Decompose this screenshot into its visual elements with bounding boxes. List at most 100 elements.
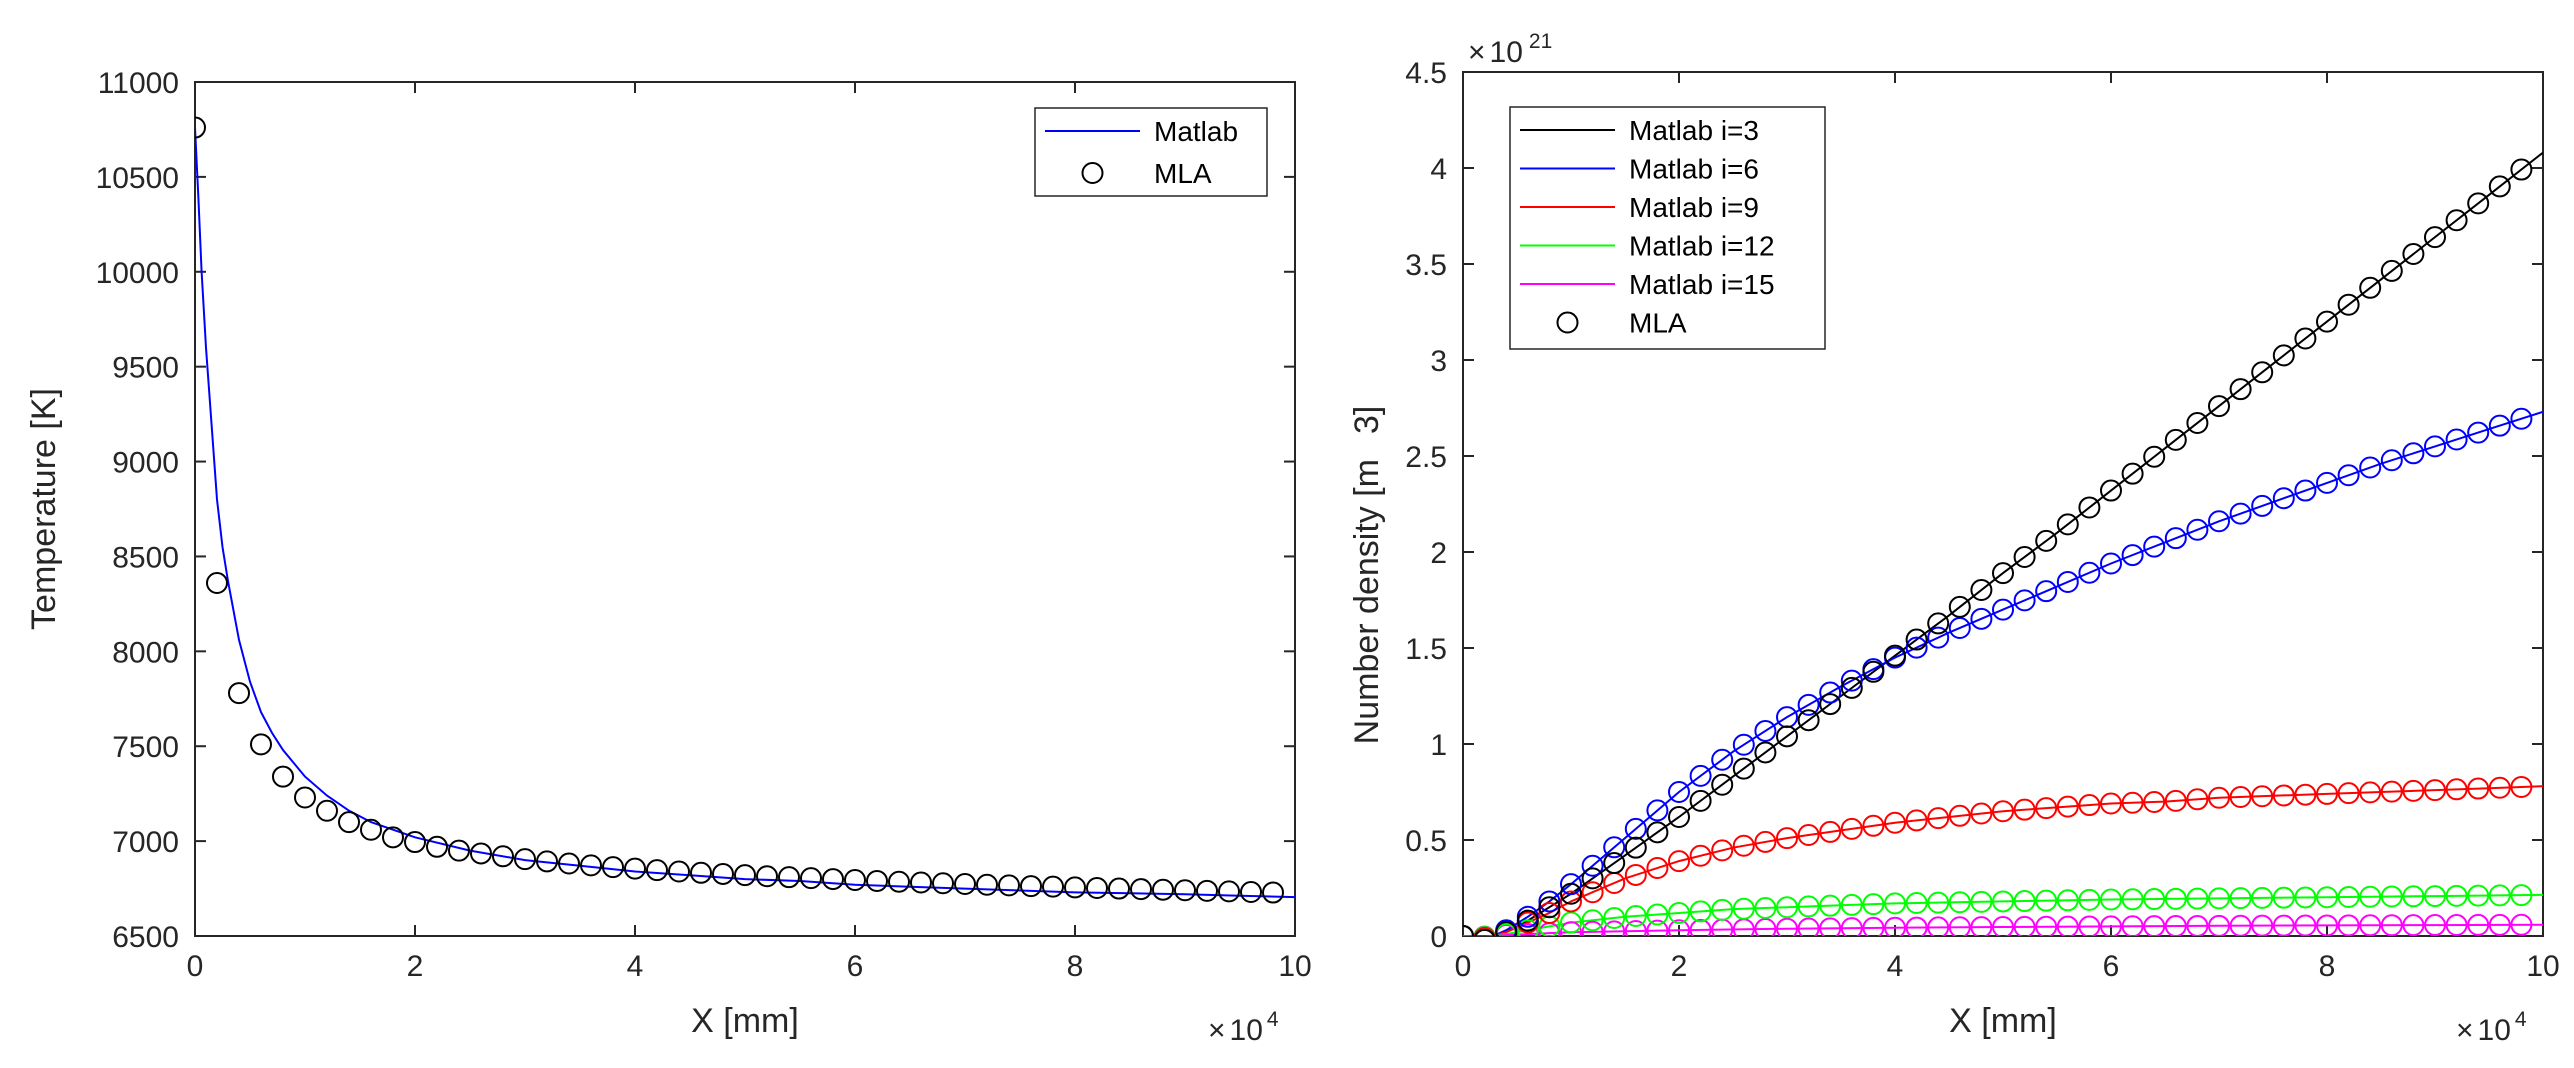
y-tick-label: 10500 <box>96 162 179 195</box>
mla-marker <box>360 818 382 841</box>
legend-entry-label: Matlab i=12 <box>1629 231 1775 262</box>
mla-marker <box>1560 890 1582 913</box>
y-tick-label: 9500 <box>112 352 179 385</box>
mla-marker <box>2035 889 2058 912</box>
mla-marker <box>2229 502 2252 525</box>
mla-marker <box>404 831 426 854</box>
legend-entry-label: Matlab i=3 <box>1629 115 1759 146</box>
mla-marker <box>2424 885 2446 908</box>
legend-entry-label: Matlab i=9 <box>1629 192 1759 223</box>
mla-marker <box>1927 916 1950 936</box>
mla-marker <box>866 869 888 892</box>
mla-marker <box>2100 792 2122 815</box>
mla-marker <box>1797 917 1820 936</box>
mla-marker <box>2294 327 2317 350</box>
mla-marker <box>1581 920 1604 936</box>
mla-marker <box>2445 884 2468 907</box>
legend-entry-label: MLA <box>1629 308 1687 339</box>
mla-marker <box>888 870 910 893</box>
mla-marker <box>1862 660 1885 683</box>
mla-marker <box>2100 552 2122 575</box>
mla-marker <box>2164 789 2187 812</box>
mla-marker <box>2359 914 2382 936</box>
mla-marker <box>338 811 360 834</box>
x-tick-label: 10 <box>2526 950 2559 983</box>
y-tick-labels: 0 0.5 1 1.5 2 2.5 3 3.5 4 4.5 <box>1405 57 2543 954</box>
mla-marker <box>1992 890 2014 913</box>
mla-marker <box>1840 676 1863 699</box>
mla-marker <box>2316 914 2338 936</box>
mla-marker <box>1646 903 1669 926</box>
mla-marker <box>2208 395 2230 418</box>
mla-marker <box>382 826 404 849</box>
mla-marker <box>2013 890 2036 913</box>
mla-marker <box>2143 915 2166 936</box>
mla-marker <box>1927 807 1950 830</box>
mla-marker <box>2467 884 2490 907</box>
legend-entry-label: Matlab i=15 <box>1629 269 1775 300</box>
mla-marker <box>1668 901 1690 924</box>
series-line <box>1463 151 2543 936</box>
mla-marker <box>624 857 646 880</box>
mla-marker <box>646 859 668 882</box>
mla-marker <box>2294 783 2317 806</box>
mla-marker <box>2445 913 2468 936</box>
x-exponent-power: 4 <box>1267 1008 1279 1031</box>
mla-marker <box>2229 378 2252 401</box>
mla-marker <box>932 872 954 895</box>
mla-marker <box>2359 276 2382 299</box>
mla-marker <box>1646 857 1669 880</box>
mla-marker <box>1064 876 1086 899</box>
y-axis-label-group: Number density [m 3] <box>1348 406 1386 745</box>
mla-marker <box>1689 844 1712 867</box>
x-tick-label: 8 <box>1067 950 1084 983</box>
mla-marker <box>1474 928 1495 936</box>
mla-marker <box>1668 850 1690 873</box>
mla-marker <box>2100 888 2122 911</box>
y-tick-label: 0.5 <box>1405 825 1447 858</box>
y-tick-label: 11000 <box>98 67 179 100</box>
y-tick-label: 10000 <box>96 257 179 290</box>
mla-marker <box>2035 529 2058 552</box>
y-tick-label: 3.5 <box>1405 249 1447 282</box>
mla-marker <box>2251 785 2274 808</box>
mla-marker <box>2078 794 2101 817</box>
mla-marker <box>1927 626 1950 649</box>
mla-marker <box>2121 462 2144 485</box>
mla-marker <box>2013 915 2036 936</box>
y-tick-label: 9000 <box>112 447 179 480</box>
legend-box <box>1509 106 1826 350</box>
mla-marker <box>2035 915 2058 936</box>
mla-marker <box>1711 748 1734 771</box>
mla-marker <box>1862 916 1885 936</box>
mla-marker <box>1624 920 1647 936</box>
mla-marker <box>2445 428 2468 451</box>
mla-marker <box>2359 456 2382 479</box>
mla-marker <box>1560 921 1582 936</box>
legend-marker-sample <box>1081 162 1104 184</box>
mla-marker <box>1776 896 1798 919</box>
mla-marker <box>2467 913 2490 936</box>
mla-marker <box>1646 821 1669 844</box>
mla-marker <box>1797 895 1820 918</box>
mla-marker <box>1862 893 1885 916</box>
mla-marker <box>2510 884 2533 907</box>
mla-marker <box>2294 886 2317 909</box>
mla-marker <box>2186 518 2209 541</box>
series-line <box>1463 923 2543 936</box>
mla-marker <box>1754 830 1777 853</box>
y-axis-label-suffix: 3] <box>1348 406 1386 434</box>
mla-marker <box>1754 918 1777 936</box>
mla-marker <box>1240 880 1262 903</box>
mla-marker <box>1970 890 1993 913</box>
mla-marker <box>2402 442 2425 465</box>
mla-marker <box>2424 779 2446 802</box>
mla-marker <box>844 869 866 892</box>
mla-marker <box>1905 916 1928 936</box>
mla-marker <box>2251 494 2274 517</box>
mla-marker <box>1603 852 1626 875</box>
y-tick-label: 4 <box>1430 153 1447 186</box>
y-tick-label: 8500 <box>112 541 179 574</box>
y-axis-label: Temperature [K] <box>25 388 63 630</box>
mla-marker <box>1495 921 1518 936</box>
